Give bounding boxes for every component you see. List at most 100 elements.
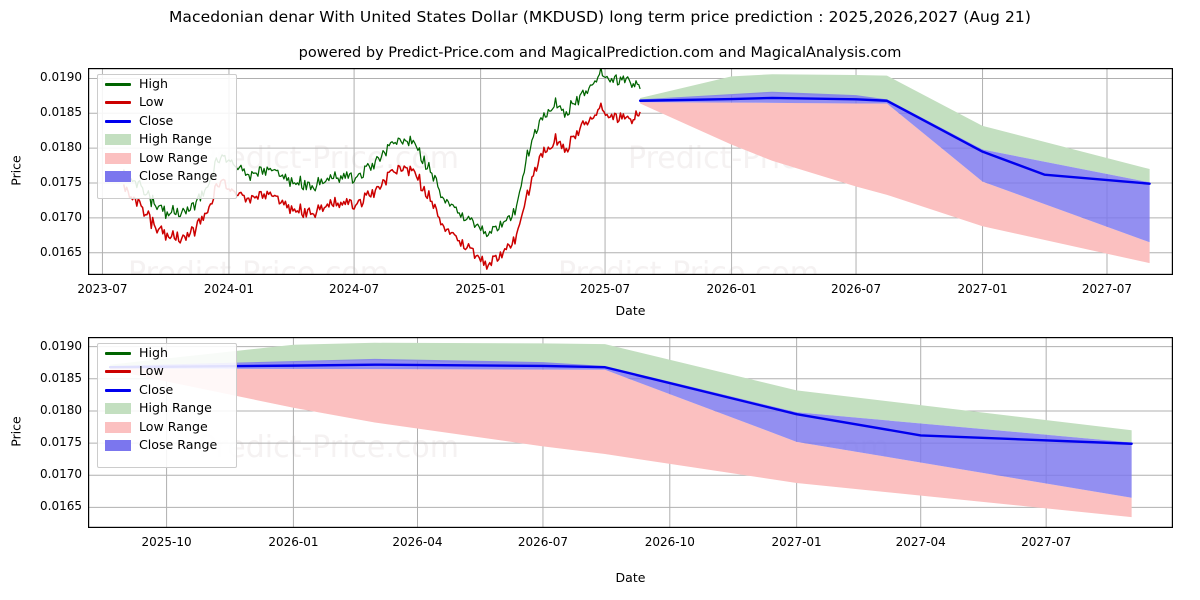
legend-swatch-patch	[105, 134, 131, 146]
y-axis-tick: 0.0185	[40, 370, 82, 385]
legend-item-high[interactable]: High	[98, 75, 236, 94]
low-range-band	[640, 102, 1150, 264]
y-axis-tick: 0.0165	[40, 244, 82, 259]
y-axis-tick: 0.0180	[40, 140, 82, 155]
page-subtitle: powered by Predict-Price.com and Magical…	[298, 45, 902, 61]
watermark-text: Predict-Price.com	[198, 430, 459, 465]
legend-swatch-line	[105, 97, 131, 109]
legend-swatch-fill	[105, 403, 131, 415]
legend-label: High	[139, 344, 168, 360]
y-axis-tick: 0.0175	[40, 175, 82, 189]
legend-swatch-fill	[105, 388, 131, 392]
legend-label: High Range	[139, 400, 212, 416]
legend-item-low[interactable]: Low	[98, 94, 236, 113]
x-axis-tick: 2026-07	[517, 535, 569, 549]
legend-swatch-fill	[105, 101, 131, 105]
x-axis-tick: 2025-01	[455, 282, 506, 296]
legend-swatch-patch	[105, 440, 131, 452]
close-forecast-line	[108, 363, 1133, 445]
x-axis-tick: 2025-10	[141, 535, 192, 549]
top-chart-legend: High Low Close High Range Low Range Close Ran…	[97, 74, 237, 199]
bottom-x-axis-label: Date	[615, 570, 646, 585]
legend-swatch-fill	[105, 152, 131, 164]
legend-label: High	[139, 75, 168, 91]
y-axis-tick: 0.0170	[40, 467, 82, 482]
x-axis-tick: 2026-07	[830, 282, 882, 296]
legend-item-close[interactable]: Close	[98, 381, 236, 400]
close-range-band	[640, 91, 1150, 243]
legend-item-high-range[interactable]: High Range	[98, 131, 236, 150]
legend-swatch-fill	[105, 370, 131, 374]
x-axis-tick: 2026-01	[268, 535, 319, 549]
legend-item-close-range[interactable]: Close Range	[98, 437, 236, 456]
legend-swatch-line	[105, 78, 131, 90]
high-range-band	[640, 74, 1150, 183]
watermark-text: Predict-Price.com	[558, 256, 819, 275]
legend-swatch-fill	[105, 171, 131, 183]
axis-frame	[88, 337, 1173, 528]
y-axis-tick: 0.0180	[40, 402, 82, 417]
x-axis-tick: 2026-10	[644, 535, 695, 549]
legend-swatch-patch	[105, 171, 131, 183]
legend-item-low-range[interactable]: Low Range	[98, 418, 236, 437]
legend-swatch-fill	[105, 421, 131, 433]
legend-label: Close Range	[139, 168, 218, 184]
x-axis-tick: 2027-07	[1021, 535, 1072, 549]
page-title: Macedonian denar With United States Doll…	[168, 8, 1032, 26]
y-axis-tick: 0.0165	[40, 499, 82, 514]
legend-swatch-fill	[105, 440, 131, 452]
y-axis-tick: 0.0170	[40, 209, 82, 224]
y-axis-tick: 0.0190	[40, 338, 82, 353]
x-axis-tick: 2024-07	[329, 282, 380, 296]
x-axis-tick: 2027-01	[771, 535, 822, 549]
legend-swatch-fill	[105, 134, 131, 146]
legend-item-close-range[interactable]: Close Range	[98, 168, 236, 187]
x-axis-tick: 2025-07	[579, 282, 631, 296]
top-x-axis-label: Date	[615, 303, 646, 318]
legend-item-high-range[interactable]: High Range	[98, 400, 236, 419]
top-chart-panel: Predict-Price.com Predict-Price.com Predic…	[88, 68, 1173, 275]
legend-label: Low	[139, 363, 164, 379]
legend-label: Close	[139, 381, 174, 397]
legend-swatch-line	[105, 115, 131, 127]
low-history-line	[123, 102, 641, 270]
watermark-text: Predict-Price.com	[198, 141, 459, 176]
x-axis-tick: 2024-01	[203, 282, 255, 296]
legend-swatch-line	[105, 347, 131, 359]
legend-swatch-fill	[105, 119, 131, 123]
x-axis-tick: 2023-07	[77, 282, 128, 296]
y-axis-tick: 0.0175	[40, 435, 82, 450]
x-axis-tick: 2027-07	[1081, 282, 1133, 296]
legend-label: Close Range	[139, 437, 218, 453]
close-forecast-line	[638, 96, 1151, 185]
legend-item-close[interactable]: Close	[98, 112, 236, 131]
x-axis-tick: 2027-04	[895, 535, 946, 549]
legend-label: High Range	[139, 131, 212, 147]
y-axis-tick: 0.0190	[40, 70, 82, 85]
x-axis-tick: 2027-01	[957, 282, 1008, 296]
legend-label: Low Range	[139, 149, 208, 165]
legend-label: Low Range	[139, 418, 208, 434]
legend-swatch-line	[105, 366, 131, 378]
legend-item-high[interactable]: High	[98, 344, 236, 363]
legend-swatch-patch	[105, 152, 131, 164]
high-range-band	[110, 342, 1132, 443]
close-range-band	[110, 358, 1132, 498]
legend-swatch-fill	[105, 82, 131, 86]
watermark-text: Predict-Price.com	[128, 256, 389, 275]
low-range-band	[110, 368, 1132, 518]
legend-swatch-patch	[105, 421, 131, 433]
legend-item-low-range[interactable]: Low Range	[98, 149, 236, 168]
x-axis-tick: 2026-04	[392, 535, 443, 549]
legend-label: Close	[139, 112, 174, 128]
legend-swatch-fill	[105, 351, 131, 355]
legend-swatch-line	[105, 384, 131, 396]
bottom-chart-legend: High Low Close High Range Low Range Close Ran…	[97, 343, 237, 468]
legend-item-low[interactable]: Low	[98, 363, 236, 382]
x-axis-tick: 2026-01	[706, 282, 757, 296]
top-chart-svg: Predict-Price.com Predict-Price.com Predic…	[88, 68, 1173, 275]
axis-frame	[88, 68, 1173, 275]
